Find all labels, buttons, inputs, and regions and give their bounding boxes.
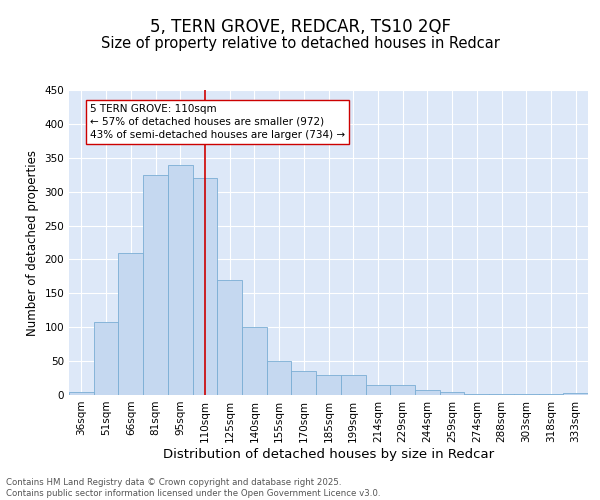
Bar bbox=[489, 394, 514, 395]
Bar bbox=[292, 372, 316, 395]
Bar bbox=[415, 390, 440, 395]
Text: 5, TERN GROVE, REDCAR, TS10 2QF: 5, TERN GROVE, REDCAR, TS10 2QF bbox=[149, 18, 451, 36]
Bar bbox=[563, 393, 588, 395]
Text: 5 TERN GROVE: 110sqm
← 57% of detached houses are smaller (972)
43% of semi-deta: 5 TERN GROVE: 110sqm ← 57% of detached h… bbox=[90, 104, 345, 140]
Bar bbox=[514, 394, 539, 395]
Text: Size of property relative to detached houses in Redcar: Size of property relative to detached ho… bbox=[101, 36, 499, 51]
Bar bbox=[316, 374, 341, 395]
Text: Contains HM Land Registry data © Crown copyright and database right 2025.
Contai: Contains HM Land Registry data © Crown c… bbox=[6, 478, 380, 498]
Bar bbox=[390, 385, 415, 395]
Bar bbox=[193, 178, 217, 395]
Bar bbox=[143, 174, 168, 395]
Bar bbox=[365, 385, 390, 395]
Bar bbox=[267, 361, 292, 395]
Bar bbox=[341, 374, 365, 395]
Bar bbox=[217, 280, 242, 395]
Y-axis label: Number of detached properties: Number of detached properties bbox=[26, 150, 39, 336]
Bar bbox=[94, 322, 118, 395]
Bar bbox=[242, 327, 267, 395]
Bar bbox=[464, 394, 489, 395]
Bar bbox=[539, 394, 563, 395]
Bar bbox=[118, 252, 143, 395]
Bar bbox=[168, 164, 193, 395]
Bar bbox=[69, 392, 94, 395]
X-axis label: Distribution of detached houses by size in Redcar: Distribution of detached houses by size … bbox=[163, 448, 494, 460]
Bar bbox=[440, 392, 464, 395]
